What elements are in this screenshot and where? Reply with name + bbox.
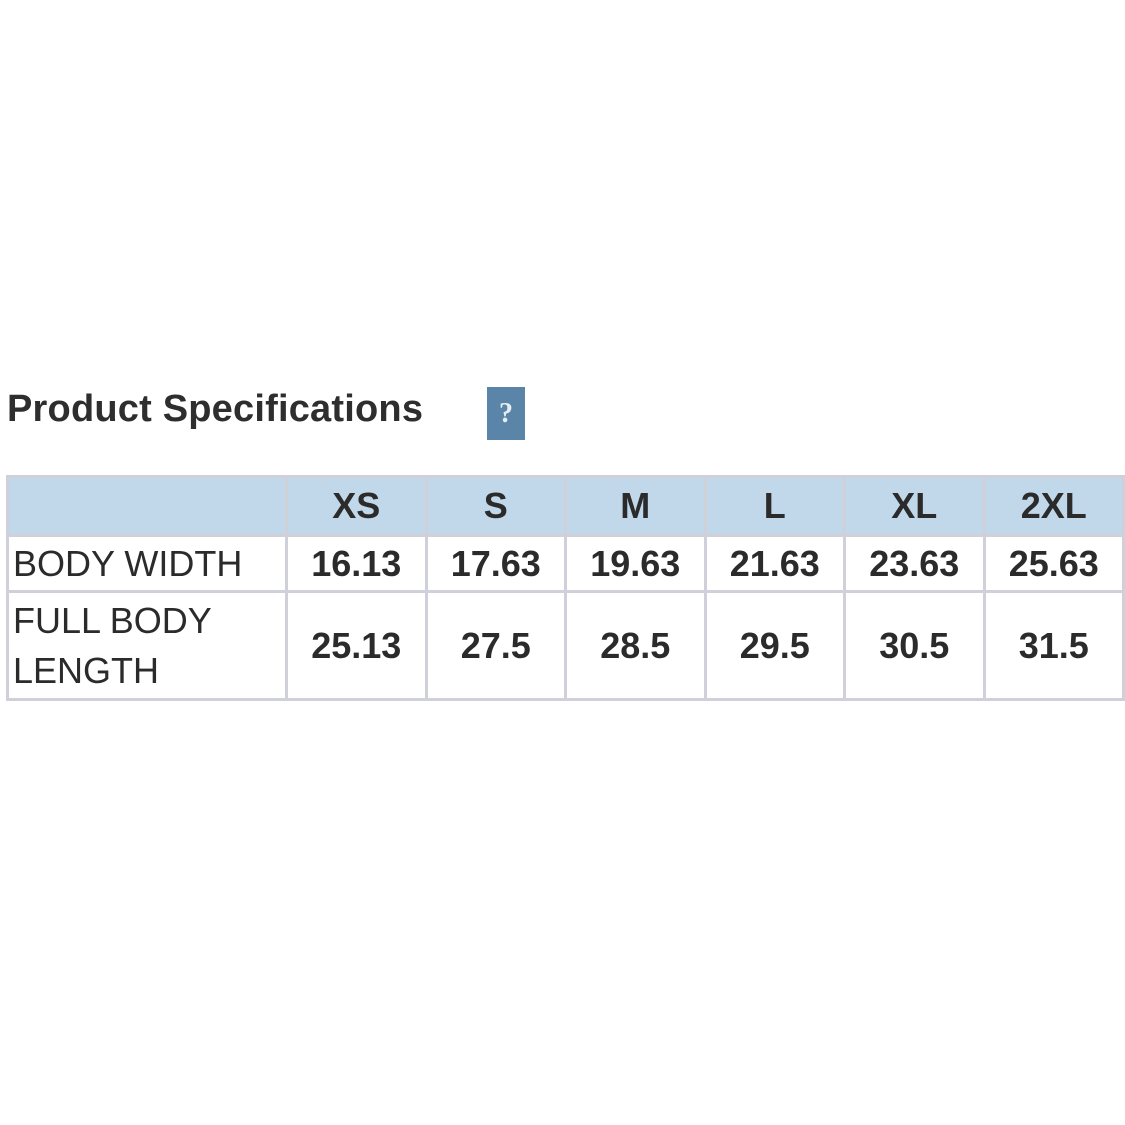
table-cell: 28.5: [564, 590, 707, 701]
table-cell: 31.5: [982, 590, 1125, 701]
table-header-row: XS S M L XL 2XL: [6, 475, 1125, 537]
column-header-s: S: [424, 475, 567, 537]
column-header-2xl: 2XL: [982, 475, 1125, 537]
table-cell: 21.63: [703, 534, 846, 593]
table-row: BODY WIDTH 16.13 17.63 19.63 21.63 23.63…: [6, 534, 1125, 593]
table-cell: 25.13: [285, 590, 428, 701]
size-spec-table: XS S M L XL 2XL BODY WIDTH 16.13 17.63 1…: [6, 475, 1125, 701]
table-cell: 25.63: [982, 534, 1125, 593]
column-header-m: M: [564, 475, 707, 537]
column-header-empty: [6, 475, 288, 537]
table-cell: 23.63: [843, 534, 986, 593]
table-cell: 27.5: [424, 590, 567, 701]
column-header-xl: XL: [843, 475, 986, 537]
table-row: FULL BODY LENGTH 25.13 27.5 28.5 29.5 30…: [6, 590, 1125, 701]
column-header-xs: XS: [285, 475, 428, 537]
row-label: FULL BODY LENGTH: [6, 590, 288, 701]
page-title: Product Specifications: [7, 388, 424, 430]
table-cell: 29.5: [703, 590, 846, 701]
row-label: BODY WIDTH: [6, 534, 288, 593]
table-cell: 16.13: [285, 534, 428, 593]
table-cell: 17.63: [424, 534, 567, 593]
help-icon[interactable]: ?: [487, 387, 525, 440]
table-cell: 30.5: [843, 590, 986, 701]
table-cell: 19.63: [564, 534, 707, 593]
column-header-l: L: [703, 475, 846, 537]
